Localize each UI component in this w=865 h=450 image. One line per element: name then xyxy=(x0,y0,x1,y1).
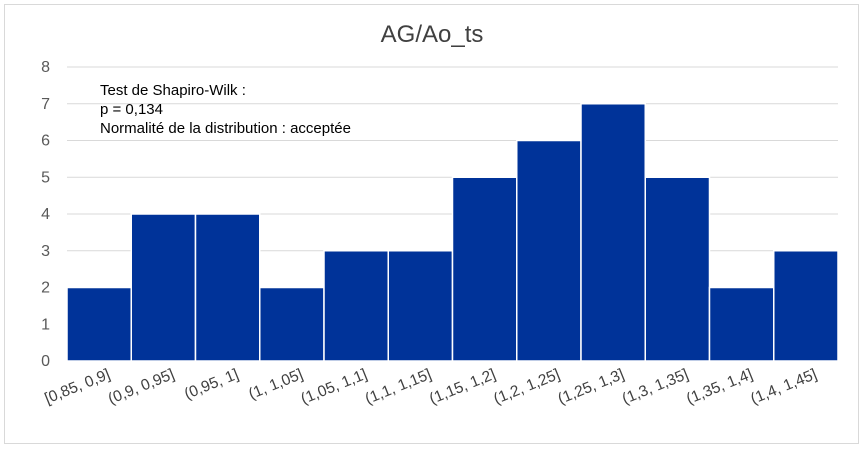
bar xyxy=(773,250,839,362)
bar xyxy=(66,286,132,362)
x-tick-label: (0,9, 0,95] xyxy=(106,366,177,408)
x-tick-label: (0,95, 1] xyxy=(182,366,241,403)
x-tick-label: (1,2, 1,25] xyxy=(491,366,562,408)
x-tick-label: (1,1, 1,15] xyxy=(363,366,434,408)
x-axis-ticks: [0,85, 0,9](0,9, 0,95] (0,95, 1] (1, 1,05]… xyxy=(42,366,819,408)
annotation-line-2: p = 0,134 xyxy=(100,101,163,118)
y-tick-label: 1 xyxy=(41,316,50,333)
bars xyxy=(66,103,839,362)
x-tick-label: (1,3, 1,35] xyxy=(620,366,691,408)
x-tick-label: (1,4, 1,45] xyxy=(748,366,819,408)
y-tick-label: 5 xyxy=(41,169,50,186)
y-tick-label: 3 xyxy=(41,243,50,260)
bar xyxy=(194,213,261,362)
bar xyxy=(323,250,389,362)
bar xyxy=(644,176,711,362)
bar xyxy=(387,250,454,362)
y-axis-ticks: 0 1 2 3 4 5 6 7 8 xyxy=(41,59,50,370)
bar xyxy=(130,213,197,362)
x-tick-label: (1,15, 1,2] xyxy=(427,366,498,408)
bar xyxy=(708,286,775,362)
x-tick-label: [0,85, 0,9] xyxy=(42,366,112,408)
y-tick-label: 0 xyxy=(41,353,50,370)
bar xyxy=(580,103,646,362)
x-tick-label: (1,05, 1,1] xyxy=(299,366,370,408)
x-tick-label: (1, 1,05] xyxy=(246,366,305,403)
y-tick-label: 4 xyxy=(41,206,50,223)
x-tick-label: (1,35, 1,4] xyxy=(684,366,755,408)
shapiro-wilk-annotation: Test de Shapiro-Wilk : p = 0,134 Normali… xyxy=(100,82,351,137)
x-tick-label: (1,25, 1,3] xyxy=(556,366,627,408)
annotation-line-3: Normalité de la distribution : acceptée xyxy=(100,120,351,137)
y-tick-label: 2 xyxy=(41,280,50,297)
y-tick-label: 6 xyxy=(41,133,50,150)
annotation-line-1: Test de Shapiro-Wilk : xyxy=(100,82,246,99)
bar xyxy=(451,176,518,362)
y-tick-label: 7 xyxy=(41,96,50,113)
bar xyxy=(259,286,325,362)
y-tick-label: 8 xyxy=(41,59,50,76)
bar xyxy=(516,139,582,362)
chart-title: AG/Ao_ts xyxy=(381,21,484,48)
